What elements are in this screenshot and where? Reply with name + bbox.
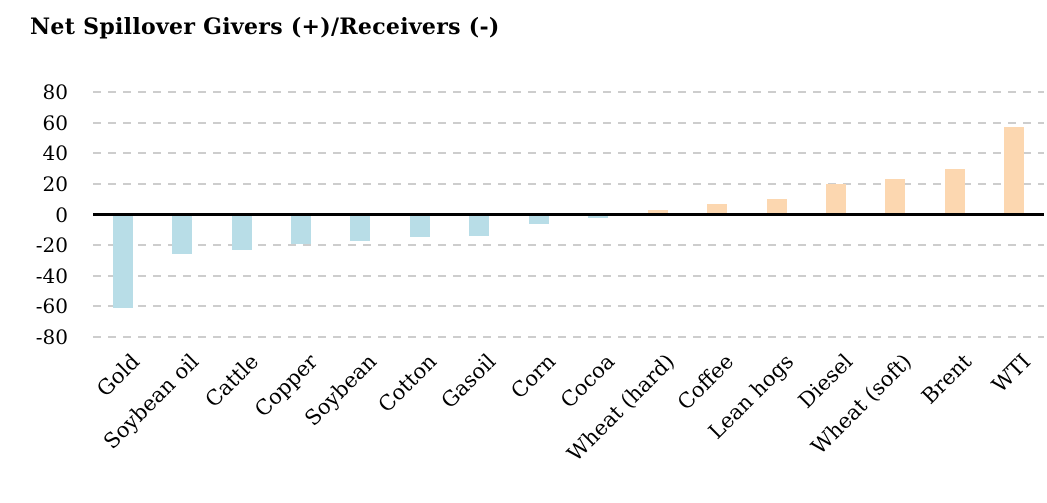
bar-wheat-soft	[885, 179, 906, 215]
bar-wheat-hard	[647, 209, 668, 215]
gridline--20	[93, 244, 1044, 247]
y-tick-label-40: 40	[42, 141, 68, 166]
y-tick-label--80: -80	[35, 325, 68, 349]
zero-axis-line	[93, 213, 1044, 216]
y-tick-label-60: 60	[42, 110, 68, 135]
bar-wti	[1004, 127, 1025, 215]
gridline-60	[93, 121, 1044, 124]
gridline-80	[93, 91, 1044, 93]
gridline--40	[93, 274, 1044, 277]
y-tick-label-0: 0	[55, 202, 68, 227]
gridline-40	[93, 152, 1044, 155]
bar-copper	[291, 214, 312, 244]
bar-coffee	[707, 203, 728, 215]
gridline--60	[93, 305, 1044, 308]
y-tick-label--60: -60	[35, 294, 68, 319]
bar-soybean-oil	[172, 214, 193, 255]
gridline--80	[93, 336, 1044, 338]
y-tick-label-20: 20	[42, 171, 68, 196]
bar-cattle	[231, 214, 252, 250]
gridline-20	[93, 182, 1044, 185]
bar-gasoil	[469, 214, 490, 236]
y-tick-label-80: 80	[42, 80, 68, 104]
y-tick-label--20: -20	[35, 233, 68, 258]
y-tick-label--40: -40	[35, 263, 68, 288]
bar-corn	[528, 214, 549, 224]
bar-cocoa	[588, 214, 609, 218]
bar-brent	[944, 168, 965, 215]
bar-cotton	[409, 214, 430, 238]
bar-diesel	[825, 183, 846, 215]
bar-gold	[112, 214, 133, 308]
chart-title: Net Spillover Givers (+)/Receivers (-)	[30, 14, 500, 40]
bar-lean-hogs	[766, 199, 787, 215]
plot-area	[93, 91, 1044, 338]
bar-soybean	[350, 214, 371, 241]
